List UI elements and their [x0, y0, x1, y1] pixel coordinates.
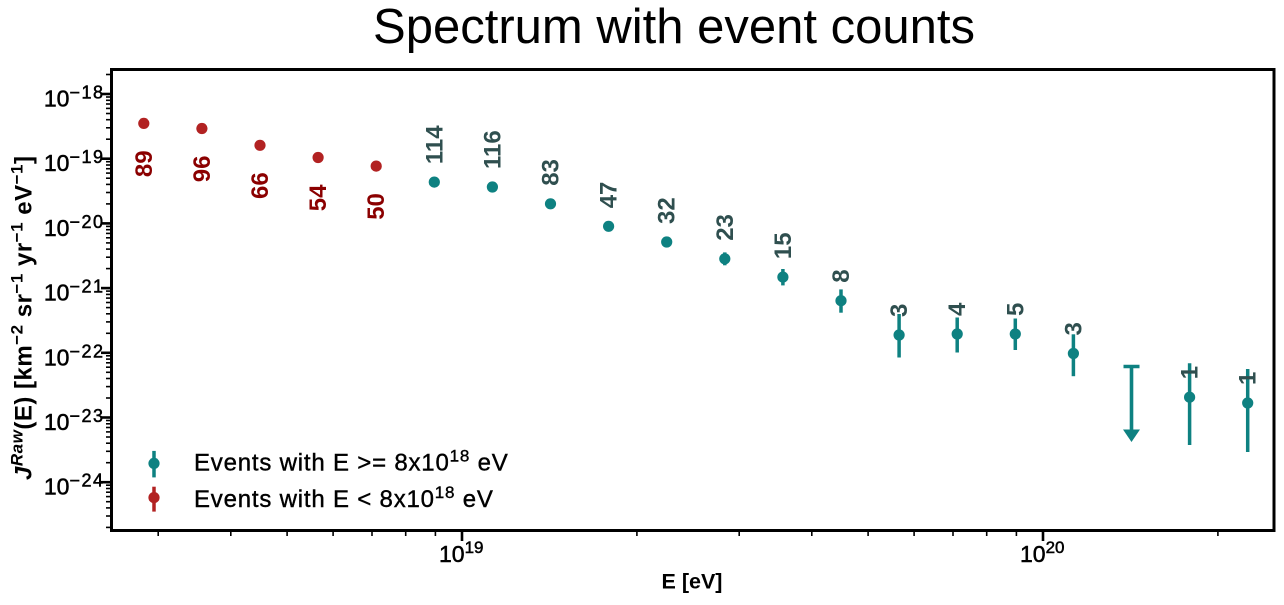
- svg-text:32: 32: [654, 197, 681, 224]
- svg-text:3: 3: [886, 304, 913, 317]
- svg-text:47: 47: [596, 182, 623, 209]
- svg-text:4: 4: [944, 302, 971, 316]
- svg-text:116: 116: [479, 130, 506, 169]
- svg-text:3: 3: [1060, 322, 1087, 335]
- svg-text:89: 89: [131, 150, 158, 177]
- svg-text:Events with E < 8x1018 eV: Events with E < 8x1018 eV: [194, 483, 494, 513]
- svg-text:JRaw(E) [km−2 sr−1 yr−1 eV−1]: JRaw(E) [km−2 sr−1 yr−1 eV−1]: [8, 156, 38, 480]
- svg-text:1: 1: [1177, 366, 1204, 379]
- svg-text:23: 23: [712, 214, 739, 241]
- svg-text:E [eV]: E [eV]: [662, 570, 723, 594]
- svg-text:83: 83: [538, 159, 565, 186]
- svg-text:66: 66: [247, 172, 274, 199]
- svg-text:Spectrum with event counts: Spectrum with event counts: [373, 0, 975, 54]
- svg-text:54: 54: [305, 184, 332, 211]
- svg-text:50: 50: [363, 193, 390, 220]
- svg-text:114: 114: [421, 125, 448, 164]
- svg-text:1: 1: [1235, 372, 1262, 385]
- svg-text:96: 96: [189, 156, 216, 183]
- svg-text:5: 5: [1002, 303, 1029, 316]
- svg-text:15: 15: [770, 232, 797, 259]
- svg-text:8: 8: [828, 269, 855, 282]
